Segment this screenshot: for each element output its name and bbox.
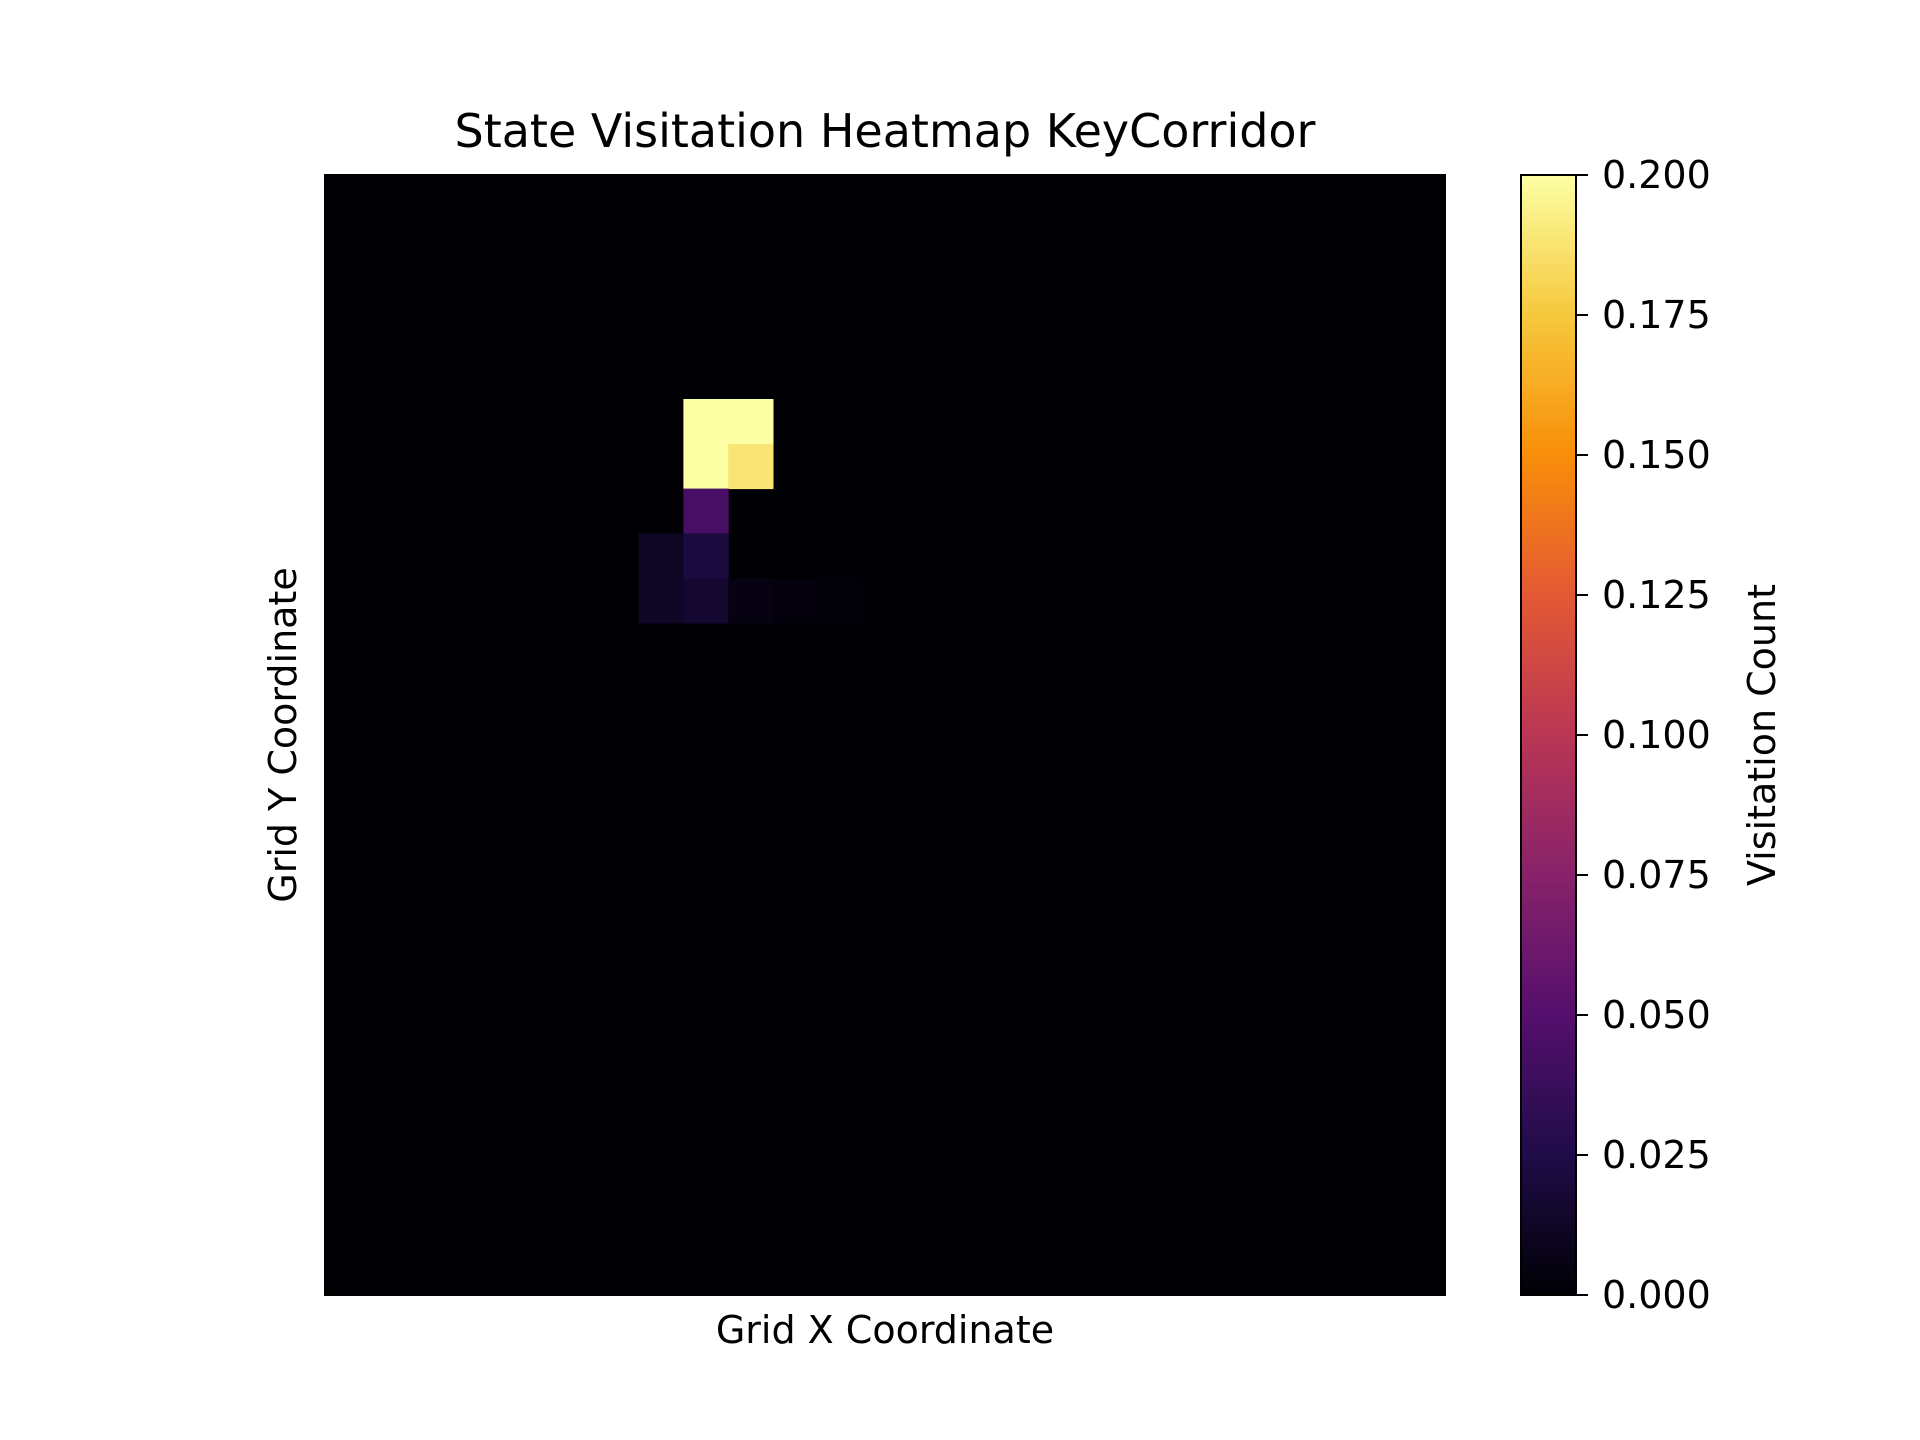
colorbar-tick-label: 0.125 [1602, 573, 1711, 617]
heatmap-cell [638, 578, 684, 624]
heatmap-cell [728, 578, 774, 624]
plot-frame [324, 174, 1446, 1296]
heatmap-cells [638, 399, 864, 624]
colorbar: 0.000 0.025 0.050 0.075 0.100 0.125 0.150 0.175… [1520, 153, 1784, 1317]
colorbar-tick-label: 0.000 [1602, 1273, 1711, 1317]
chart-title: State Visitation Heatmap KeyCorridor [455, 104, 1316, 158]
heatmap-cell [683, 578, 729, 624]
colorbar-ticks: 0.000 0.025 0.050 0.075 0.100 0.125 0.150 0.175… [1576, 153, 1711, 1317]
heatmap-cell [817, 578, 864, 624]
heatmap-background [325, 175, 1445, 1295]
heatmap-cell [683, 443, 729, 490]
colorbar-tick-label: 0.150 [1602, 433, 1711, 477]
heatmap-cell [773, 578, 819, 624]
heatmap-cell [728, 399, 774, 445]
heatmap-cell [728, 443, 774, 490]
colorbar-tick-label: 0.200 [1602, 153, 1711, 197]
x-axis-label: Grid X Coordinate [716, 1308, 1054, 1352]
heatmap-cell [683, 488, 729, 534]
heatmap-cell [638, 533, 684, 579]
colorbar-tick-label: 0.100 [1602, 713, 1711, 757]
colorbar-label: Visitation Count [1740, 584, 1784, 886]
heatmap-plot-area [324, 174, 1446, 1296]
colorbar-tick-label: 0.050 [1602, 993, 1711, 1037]
colorbar-tick-label: 0.025 [1602, 1133, 1711, 1177]
heatmap-cell [683, 533, 729, 579]
colorbar-gradient [1521, 175, 1576, 1295]
heatmap-cell [683, 399, 729, 445]
y-axis-label: Grid Y Coordinate [261, 567, 305, 902]
colorbar-tick-label: 0.175 [1602, 293, 1711, 337]
colorbar-tick-label: 0.075 [1602, 853, 1711, 897]
